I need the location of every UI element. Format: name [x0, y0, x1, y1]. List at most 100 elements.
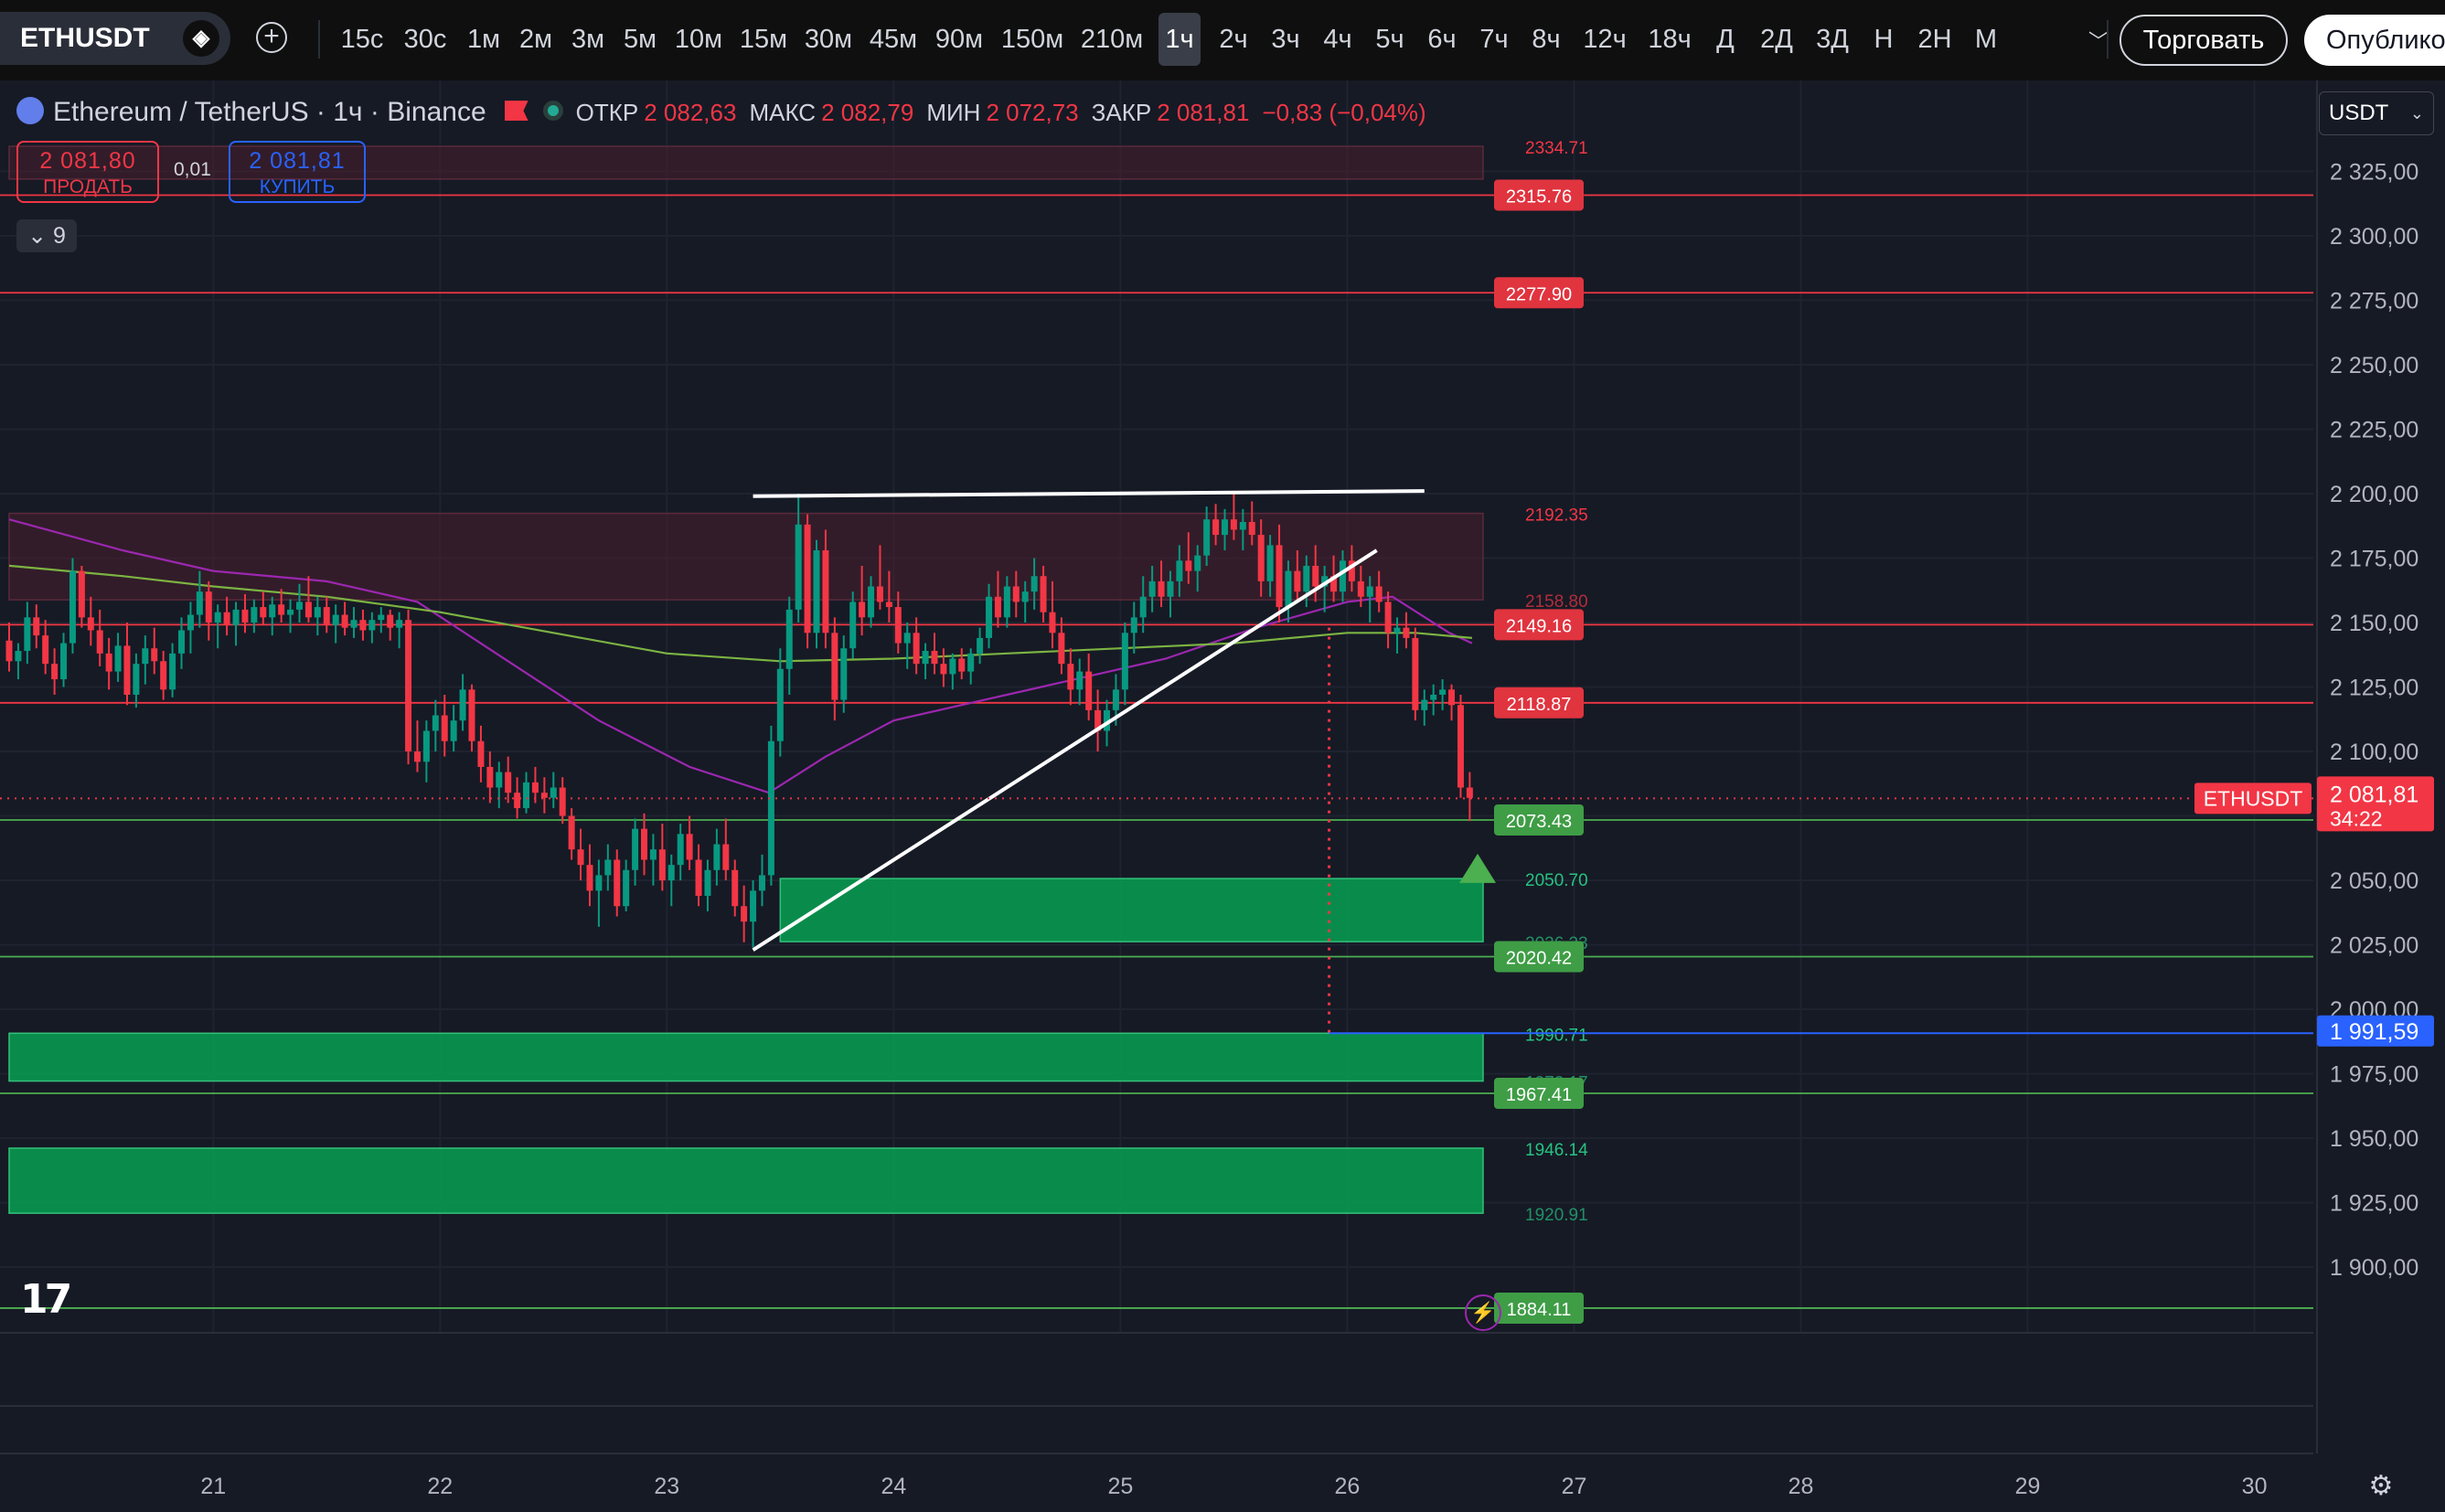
interval-button[interactable]: Н: [1874, 25, 1894, 54]
level-tag[interactable]: [1494, 609, 1584, 641]
tradingview-logo-icon[interactable]: 17: [20, 1276, 72, 1323]
price-axis-tick: 1 925,00: [2330, 1191, 2418, 1217]
interval-button[interactable]: 2м: [518, 25, 553, 54]
marker-price-tag[interactable]: [2317, 1015, 2434, 1047]
chevron-down-icon: ⌄: [2409, 104, 2424, 122]
interval-button[interactable]: 1м: [466, 25, 501, 54]
price-axis-tick: 2 150,00: [2330, 611, 2418, 636]
interval-button[interactable]: 6ч: [1427, 25, 1457, 54]
interval-button[interactable]: 15с: [340, 25, 384, 54]
level-tag[interactable]: [1494, 179, 1584, 211]
price-zone[interactable]: [8, 1032, 1484, 1082]
candle-body: [260, 607, 267, 618]
interval-button[interactable]: 45м: [869, 25, 918, 54]
time-axis[interactable]: [0, 1453, 2445, 1512]
price-zone[interactable]: [8, 512, 1484, 601]
trendline[interactable]: [752, 548, 1378, 952]
sell-button[interactable]: 2 081,80 ПРОДАТЬ: [16, 141, 159, 203]
interval-button[interactable]: Д: [1716, 25, 1735, 54]
candle-body: [1303, 565, 1310, 592]
level-tag[interactable]: [1494, 687, 1584, 719]
interval-button[interactable]: 18ч: [1648, 25, 1692, 54]
price-zone[interactable]: [8, 145, 1484, 180]
close-value: 2 081,81: [1157, 99, 1250, 126]
interval-button[interactable]: 12ч: [1583, 25, 1627, 54]
level-tag-label: 2020.42: [1506, 948, 1572, 968]
arrow-up-icon[interactable]: [1459, 853, 1496, 883]
candle-body: [595, 875, 603, 891]
candle-body: [287, 609, 294, 615]
chart-background: [0, 80, 2445, 1512]
interval-button[interactable]: 2ч: [1219, 25, 1248, 54]
gem-icon[interactable]: ◈: [183, 20, 219, 57]
interval-button[interactable]: 2Н: [1917, 25, 1952, 54]
candle-body: [776, 668, 784, 741]
candle-body: [1148, 580, 1156, 597]
candle-body: [885, 602, 892, 608]
indicators-toggle-button[interactable]: ⌄ 9: [16, 219, 77, 252]
interval-button[interactable]: 4ч: [1323, 25, 1352, 54]
candle-body: [1158, 580, 1165, 597]
interval-button[interactable]: 10м: [674, 25, 723, 54]
price-zone[interactable]: [8, 1147, 1484, 1214]
interval-button[interactable]: 210м: [1080, 25, 1144, 54]
buy-button[interactable]: 2 081,81 КУПИТЬ: [229, 141, 366, 203]
interval-button[interactable]: 3м: [571, 25, 605, 54]
currency-select[interactable]: USDT ⌄: [2319, 91, 2434, 135]
candle-body: [1285, 570, 1292, 608]
chart-title: Ethereum / TetherUS · 1ч · Binance: [53, 97, 486, 127]
level-tag[interactable]: [1494, 941, 1584, 973]
symbol-search-button[interactable]: ETHUSDT ◈: [0, 12, 230, 65]
flag-icon[interactable]: [504, 101, 529, 122]
candle-body: [387, 614, 394, 628]
market-status-icon[interactable]: [542, 101, 563, 122]
candle-body: [1266, 545, 1274, 581]
interval-button[interactable]: 3ч: [1271, 25, 1300, 54]
trendline[interactable]: [753, 489, 1425, 498]
publish-button[interactable]: Опублико: [2304, 15, 2445, 66]
interval-button[interactable]: 30м: [804, 25, 853, 54]
interval-button[interactable]: 1ч: [1158, 13, 1201, 66]
candle-body: [722, 844, 730, 870]
candle-body: [232, 609, 240, 625]
candle-body: [1239, 522, 1246, 530]
candle-body: [405, 620, 412, 752]
level-tag[interactable]: [1494, 277, 1584, 309]
zone-label: 2334.71: [1525, 139, 1588, 158]
spread-value: 0,01: [174, 159, 211, 180]
price-axis[interactable]: [2317, 80, 2445, 1453]
candle-body: [341, 614, 348, 628]
chevron-down-icon[interactable]: ﹀: [2088, 30, 2109, 53]
interval-button[interactable]: 7ч: [1479, 25, 1509, 54]
level-tag[interactable]: [1494, 1077, 1584, 1109]
lightning-icon[interactable]: ⚡: [1465, 1294, 1501, 1331]
candle-body: [205, 591, 212, 623]
interval-button[interactable]: 8ч: [1532, 25, 1561, 54]
interval-button[interactable]: М: [1974, 25, 1998, 54]
candle-body: [623, 869, 630, 907]
interval-button[interactable]: 90м: [934, 25, 984, 54]
level-tag[interactable]: [1494, 804, 1584, 836]
interval-button[interactable]: 150м: [1000, 25, 1064, 54]
candle-body: [496, 772, 503, 788]
current-price-tag[interactable]: [2317, 776, 2434, 832]
candle-body: [1121, 633, 1128, 690]
time-axis-tick: 26: [1335, 1474, 1361, 1499]
price-chart[interactable]: 2334.712192.352158.802050.702026.231990.…: [0, 80, 2445, 1512]
compare-plus-icon[interactable]: +: [256, 22, 287, 53]
interval-button[interactable]: 30с: [403, 25, 447, 54]
candle-body: [241, 609, 249, 623]
symbol-price-tag[interactable]: [2194, 783, 2312, 815]
gear-icon[interactable]: ⚙: [2368, 1471, 2394, 1501]
interval-button[interactable]: 5ч: [1375, 25, 1404, 54]
candle-body: [1003, 586, 1010, 618]
time-axis-tick: 27: [1562, 1474, 1587, 1499]
interval-button[interactable]: 2Д: [1760, 25, 1793, 54]
level-tag[interactable]: [1494, 1292, 1584, 1324]
trade-button[interactable]: Торговать: [2119, 15, 2288, 66]
time-axis-tick: 24: [881, 1474, 906, 1499]
interval-button[interactable]: 5м: [623, 25, 657, 54]
interval-button[interactable]: 15м: [739, 25, 788, 54]
interval-button[interactable]: 3Д: [1816, 25, 1849, 54]
price-zone[interactable]: [779, 878, 1484, 942]
